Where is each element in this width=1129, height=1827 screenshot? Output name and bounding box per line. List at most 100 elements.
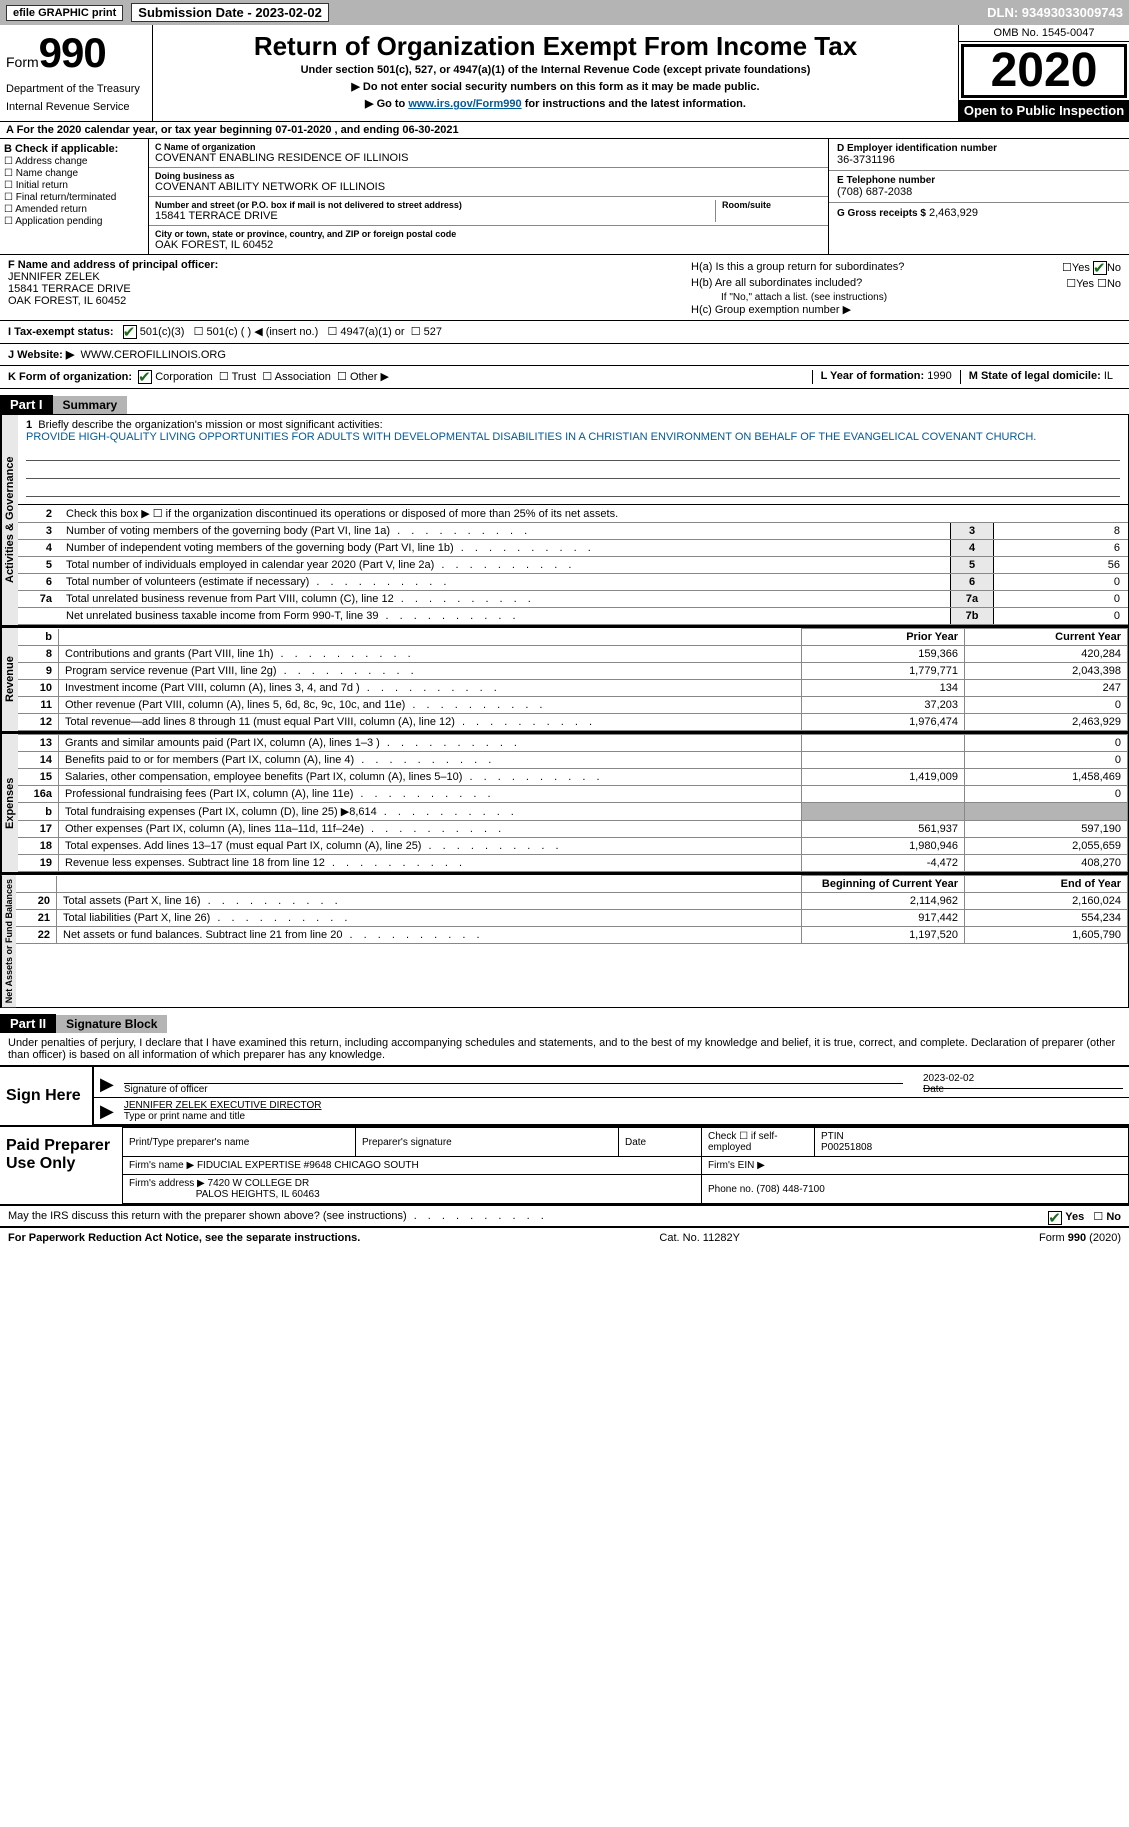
- gov-line-box: 6: [951, 574, 994, 591]
- cb-501c3[interactable]: [123, 325, 137, 339]
- prep-date-label: Date: [619, 1128, 702, 1157]
- ssn-warning: ▶ Do not enter social security numbers o…: [159, 80, 952, 93]
- hb-yes[interactable]: Yes: [1076, 278, 1094, 290]
- footer-cat-no: Cat. No. 11282Y: [659, 1232, 740, 1244]
- revenue-table: bPrior YearCurrent Year 8Contributions a…: [18, 628, 1128, 731]
- cb-amended-return[interactable]: ☐ Amended return: [4, 204, 144, 215]
- netassets-table: Beginning of Current YearEnd of Year 20T…: [16, 875, 1128, 944]
- hb-note: If "No," attach a list. (see instruction…: [691, 292, 1121, 303]
- prep-ptin: PTINP00251808: [815, 1128, 1129, 1157]
- ha-no-checkbox[interactable]: [1093, 261, 1107, 275]
- gov-line-val: 8: [994, 523, 1129, 540]
- year-formation-label: L Year of formation:: [821, 370, 925, 382]
- officer-label: F Name and address of principal officer:: [8, 259, 218, 271]
- hb-no[interactable]: No: [1107, 278, 1121, 290]
- form-number: Form990: [6, 29, 146, 77]
- exp-current-shade: [965, 803, 1128, 821]
- ein-value: 36-3731196: [837, 154, 1121, 166]
- na-beginning: 2,114,962: [802, 893, 965, 910]
- gov-line-val: 6: [994, 540, 1129, 557]
- street-value: 15841 TERRACE DRIVE: [155, 210, 715, 222]
- irs-discuss-row: May the IRS discuss this return with the…: [0, 1206, 1129, 1228]
- discuss-yes-checkbox[interactable]: [1048, 1211, 1062, 1225]
- line1-num: 1: [26, 419, 32, 431]
- exp-line-num: 18: [18, 838, 59, 855]
- na-line-num: 22: [16, 927, 57, 944]
- officer-name-title: JENNIFER ZELEK EXECUTIVE DIRECTOR: [124, 1100, 1123, 1111]
- row-j-website: J Website: ▶ WWW.CEROFILLINOIS.ORG: [0, 344, 1129, 366]
- exp-prior: 561,937: [802, 821, 965, 838]
- gov-line-val: 0: [994, 608, 1129, 625]
- form-subtitle: Under section 501(c), 527, or 4947(a)(1)…: [159, 64, 952, 76]
- gov-line-box: 3: [951, 523, 994, 540]
- tax-year: 2020: [961, 44, 1127, 98]
- cb-4947[interactable]: 4947(a)(1) or: [340, 326, 404, 338]
- ha-no: No: [1107, 262, 1121, 274]
- expenses-section: Expenses 13Grants and similar amounts pa…: [0, 732, 1129, 873]
- irs-link[interactable]: www.irs.gov/Form990: [408, 98, 521, 110]
- part2-header: Part IISignature Block: [0, 1014, 1129, 1033]
- rev-line-num: 8: [18, 646, 59, 663]
- firm-name: FIDUCIAL EXPERTISE #9648 CHICAGO SOUTH: [197, 1160, 419, 1171]
- part1-title: Summary: [53, 396, 128, 414]
- header-b: b: [45, 631, 52, 643]
- exp-line-num: 14: [18, 752, 59, 769]
- cb-trust[interactable]: Trust: [232, 371, 257, 383]
- exp-line-desc: Total fundraising expenses (Part IX, col…: [59, 803, 802, 821]
- name-title-label: Type or print name and title: [124, 1111, 245, 1122]
- firm-phone-label: Phone no.: [708, 1184, 754, 1195]
- cb-501c[interactable]: 501(c) ( ) ◀ (insert no.): [207, 326, 319, 338]
- rev-line-desc: Investment income (Part VIII, column (A)…: [59, 680, 802, 697]
- street-label: Number and street (or P.O. box if mail i…: [155, 200, 715, 210]
- cb-name-change[interactable]: ☐ Name change: [4, 168, 144, 179]
- tel-label: E Telephone number: [837, 175, 1121, 186]
- cb-association[interactable]: Association: [275, 371, 331, 383]
- prep-name-label: Print/Type preparer's name: [123, 1128, 356, 1157]
- page-footer: For Paperwork Reduction Act Notice, see …: [0, 1228, 1129, 1248]
- line2-text: Check this box ▶ ☐ if the organization d…: [60, 505, 1128, 523]
- footer-form: Form 990 (2020): [1039, 1232, 1121, 1244]
- na-beginning: 917,442: [802, 910, 965, 927]
- year-formation: 1990: [927, 370, 951, 382]
- gov-line-val: 0: [994, 591, 1129, 608]
- header-prior-year: Prior Year: [802, 629, 965, 646]
- efile-print-btn[interactable]: efile GRAPHIC print: [6, 5, 123, 21]
- ein-label: D Employer identification number: [837, 143, 1121, 154]
- gov-line-num: 4: [18, 540, 60, 557]
- exp-line-num: b: [18, 803, 59, 821]
- cb-address-change[interactable]: ☐ Address change: [4, 156, 144, 167]
- cb-corporation[interactable]: [138, 370, 152, 384]
- cb-other[interactable]: Other ▶: [350, 371, 389, 383]
- dln: DLN: 93493033009743: [987, 5, 1123, 20]
- cb-application-pending[interactable]: ☐ Application pending: [4, 216, 144, 227]
- revenue-section: Revenue bPrior YearCurrent Year 8Contrib…: [0, 626, 1129, 732]
- discuss-question: May the IRS discuss this return with the…: [8, 1210, 548, 1222]
- website-value: WWW.CEROFILLINOIS.ORG: [80, 349, 225, 361]
- gov-line-box: 7a: [951, 591, 994, 608]
- paid-preparer-label: Paid Preparer Use Only: [0, 1127, 122, 1204]
- exp-current: 0: [965, 752, 1128, 769]
- part2-title: Signature Block: [56, 1015, 167, 1033]
- part1-header: Part ISummary: [0, 395, 1129, 414]
- firm-addr-label: Firm's address ▶: [129, 1178, 205, 1189]
- part2-label: Part II: [0, 1014, 56, 1033]
- gov-line-num: 5: [18, 557, 60, 574]
- vert-revenue: Revenue: [1, 628, 18, 731]
- rev-line-num: 9: [18, 663, 59, 680]
- exp-line-num: 17: [18, 821, 59, 838]
- cb-527[interactable]: 527: [424, 326, 442, 338]
- row-i-tax-status: I Tax-exempt status: 501(c)(3) ☐ 501(c) …: [0, 321, 1129, 344]
- rev-prior: 159,366: [802, 646, 965, 663]
- domicile-value: IL: [1104, 370, 1113, 382]
- cb-initial-return[interactable]: ☐ Initial return: [4, 180, 144, 191]
- rev-line-desc: Total revenue—add lines 8 through 11 (mu…: [59, 714, 802, 731]
- cb-final-return[interactable]: ☐ Final return/terminated: [4, 192, 144, 203]
- rev-line-desc: Program service revenue (Part VIII, line…: [59, 663, 802, 680]
- gov-line-num: 3: [18, 523, 60, 540]
- gov-line-box: 5: [951, 557, 994, 574]
- ha-yes[interactable]: Yes: [1072, 262, 1090, 274]
- prep-self-employed[interactable]: Check ☐ if self-employed: [702, 1128, 815, 1157]
- discuss-no[interactable]: No: [1106, 1211, 1121, 1223]
- gross-value: 2,463,929: [929, 207, 978, 219]
- mission-label: Briefly describe the organization's miss…: [38, 419, 382, 431]
